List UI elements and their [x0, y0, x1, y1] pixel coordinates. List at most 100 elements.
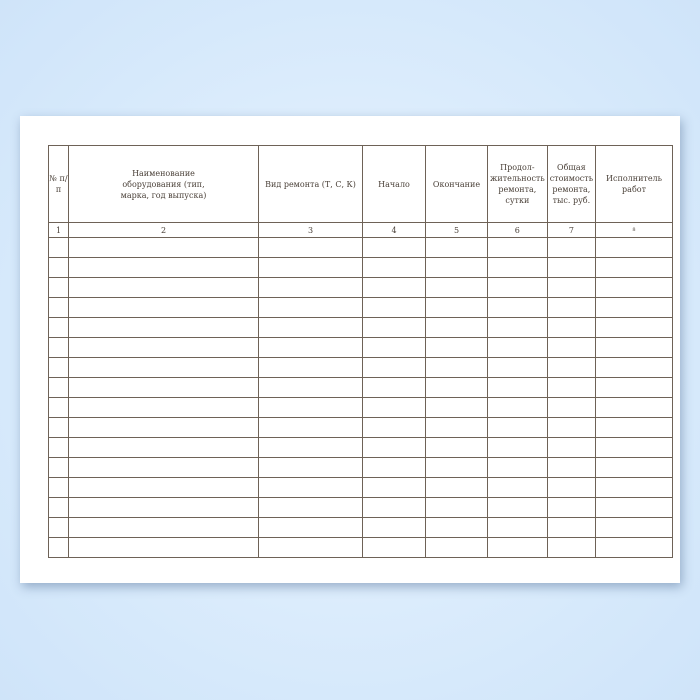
- table-cell: [362, 277, 426, 298]
- table-cell: [487, 497, 548, 518]
- table-cell: [595, 257, 673, 278]
- table-cell: [487, 317, 548, 338]
- table-cell: [546, 357, 597, 378]
- table-cell: [258, 357, 363, 378]
- header-cell: Начало: [362, 145, 426, 223]
- table-cell: [48, 517, 69, 538]
- table-cell: [425, 257, 488, 278]
- table-cell: [68, 517, 259, 538]
- table-cell: [425, 377, 488, 398]
- table-cell: [546, 457, 597, 478]
- table-cell: [362, 317, 426, 338]
- header-row: № п/п Наименование оборудования (тип, ма…: [48, 145, 673, 223]
- table-cell: [362, 457, 426, 478]
- table-cell: [68, 297, 259, 318]
- table-cell: [546, 437, 597, 458]
- table-cell: [487, 277, 548, 298]
- table-cell: [595, 357, 673, 378]
- table-cell: [362, 397, 426, 418]
- table-cell: [68, 457, 259, 478]
- table-cell: [425, 297, 488, 318]
- header-cell: Вид ремонта (Т, С, К): [258, 145, 363, 223]
- table-cell: [546, 377, 597, 398]
- table-cell: [487, 477, 548, 498]
- table-cell: [68, 257, 259, 278]
- table-row: [48, 377, 673, 398]
- table-cell: [487, 357, 548, 378]
- table-cell: [595, 317, 673, 338]
- table-cell: [595, 297, 673, 318]
- table-cell: [546, 497, 597, 518]
- table-cell: [595, 517, 673, 538]
- table-cell: [425, 437, 488, 458]
- table-cell: [546, 477, 597, 498]
- table-cell: [487, 537, 548, 558]
- table-cell: [68, 417, 259, 438]
- table-cell: [425, 317, 488, 338]
- table-cell: [546, 297, 597, 318]
- header-cell: Окончание: [425, 145, 488, 223]
- table-cell: [595, 537, 673, 558]
- table-cell: [362, 357, 426, 378]
- table-cell: [362, 337, 426, 358]
- table-cell: [48, 297, 69, 318]
- table-cell: [258, 417, 363, 438]
- table-cell: [425, 337, 488, 358]
- repair-log-table: № п/п Наименование оборудования (тип, ма…: [48, 145, 673, 558]
- table-cell: [258, 497, 363, 518]
- column-number: 2: [68, 222, 259, 238]
- table-cell: [595, 477, 673, 498]
- table-cell: [258, 317, 363, 338]
- column-number: 1: [48, 222, 69, 238]
- table-cell: [595, 397, 673, 418]
- table-cell: [48, 357, 69, 378]
- table-cell: [48, 317, 69, 338]
- table-cell: [48, 257, 69, 278]
- table-cell: [425, 357, 488, 378]
- table-cell: [68, 537, 259, 558]
- table-cell: [487, 417, 548, 438]
- table-cell: [68, 497, 259, 518]
- table-row: [48, 237, 673, 258]
- table-cell: [48, 337, 69, 358]
- paper-sheet: № п/п Наименование оборудования (тип, ма…: [20, 116, 680, 583]
- column-number: 3: [258, 222, 363, 238]
- table-cell: [362, 437, 426, 458]
- table-cell: [48, 457, 69, 478]
- table-row: [48, 257, 673, 278]
- table-cell: [546, 277, 597, 298]
- table-cell: [68, 477, 259, 498]
- table-cell: [258, 337, 363, 358]
- table-cell: [258, 397, 363, 418]
- header-cell: Общая стоимость ремонта, тыс. руб.: [546, 145, 597, 223]
- table-cell: [362, 257, 426, 278]
- table-cell: [362, 517, 426, 538]
- header-cell: Исполнитель работ: [595, 145, 673, 223]
- table-row: [48, 497, 673, 518]
- table-cell: [546, 257, 597, 278]
- table-cell: [258, 257, 363, 278]
- table-cell: [68, 437, 259, 458]
- table-cell: [362, 297, 426, 318]
- table-cell: [425, 537, 488, 558]
- table-row: [48, 397, 673, 418]
- table-row: [48, 317, 673, 338]
- table-cell: [425, 497, 488, 518]
- table-row: [48, 477, 673, 498]
- table-cell: [362, 417, 426, 438]
- table-cell: [595, 337, 673, 358]
- table-row: [48, 337, 673, 358]
- table-cell: [546, 517, 597, 538]
- header-cell: № п/п: [48, 145, 69, 223]
- table-cell: [425, 477, 488, 498]
- table-cell: [425, 517, 488, 538]
- table-cell: [425, 237, 488, 258]
- table-cell: [595, 237, 673, 258]
- table-cell: [68, 357, 259, 378]
- table-cell: [258, 377, 363, 398]
- table-cell: [48, 477, 69, 498]
- table-row: [48, 517, 673, 538]
- table-cell: [487, 377, 548, 398]
- column-number: 6: [487, 222, 548, 238]
- table-cell: [595, 437, 673, 458]
